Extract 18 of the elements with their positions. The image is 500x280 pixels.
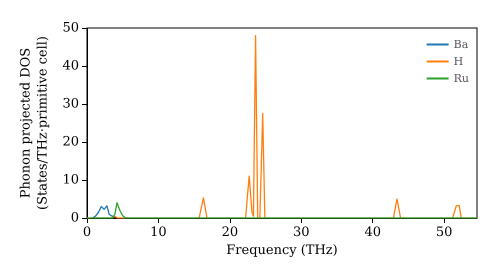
x-axis-title: Frequency (THz) xyxy=(226,242,338,258)
y-tick-label: 40 xyxy=(62,58,79,74)
y-tick-label: 0 xyxy=(70,210,79,226)
x-tick-label: 40 xyxy=(364,225,381,240)
x-tick-label: 50 xyxy=(436,225,452,240)
x-tick-label: 0 xyxy=(82,225,92,240)
x-tick-label: 10 xyxy=(150,225,167,240)
x-tick-label: 30 xyxy=(293,225,310,240)
y-tick-label: 20 xyxy=(62,134,79,150)
legend-label: Ru xyxy=(454,72,470,85)
legend-label: H xyxy=(454,55,464,68)
y-tick-label: 10 xyxy=(62,172,79,188)
legend-label: Ba xyxy=(454,38,469,51)
y-tick-label: 50 xyxy=(62,20,79,36)
line-series xyxy=(92,205,115,219)
y-tick-label: 30 xyxy=(62,96,79,112)
x-tick-label: 20 xyxy=(222,225,238,240)
y-axis-title: Phonon projected DOS (States/THz·primitive cell) xyxy=(18,36,51,210)
